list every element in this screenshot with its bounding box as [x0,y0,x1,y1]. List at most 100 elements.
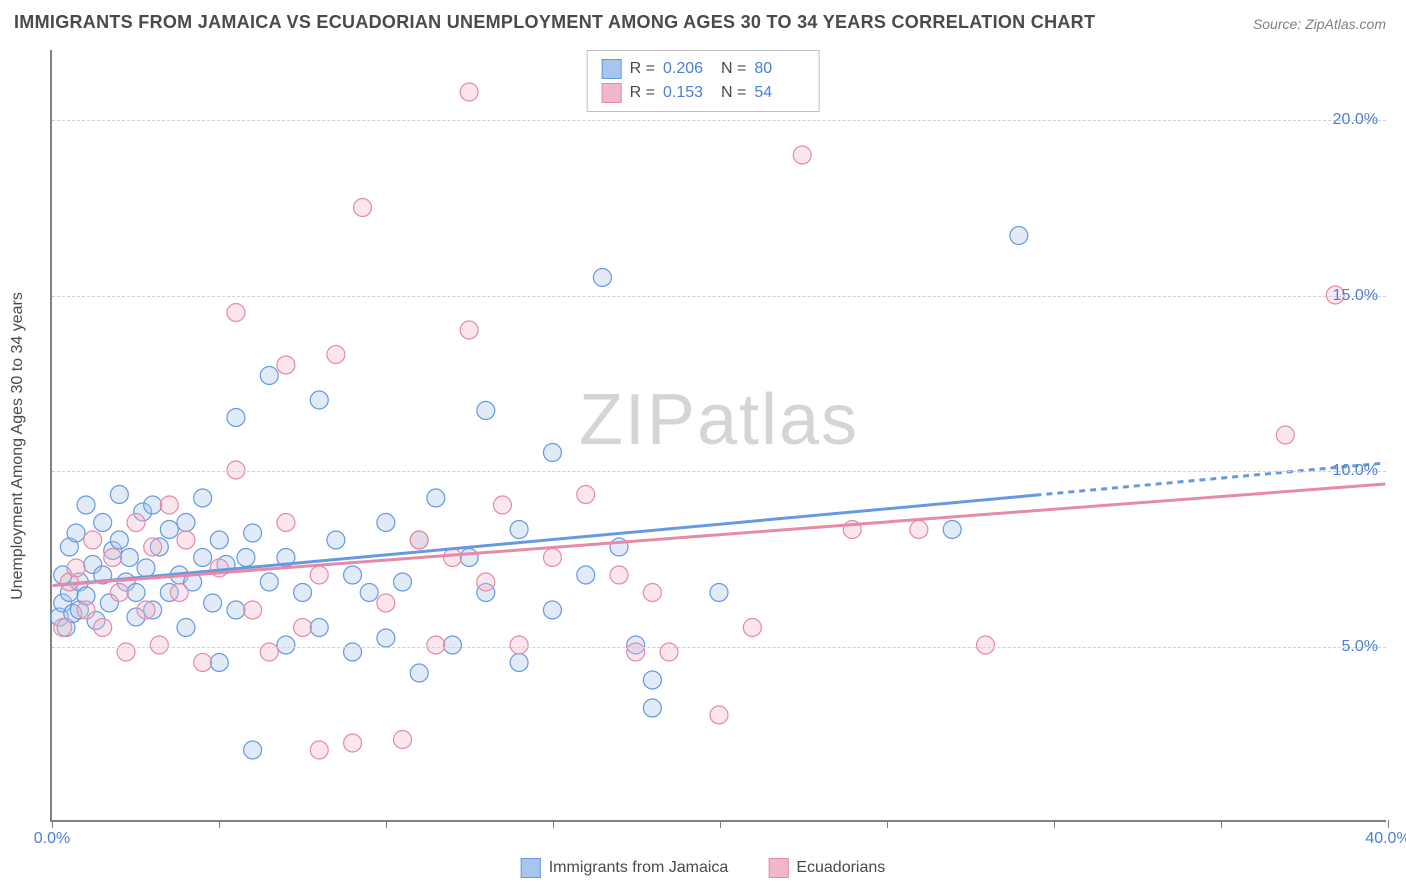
data-point [104,549,122,567]
data-point [910,521,928,539]
data-point [294,584,312,602]
data-point [377,514,395,532]
legend-row-series-1: R = 0.206 N = 80 [598,57,809,81]
data-point [427,489,445,507]
y-tick-label: 10.0% [1333,462,1378,480]
data-point [310,619,328,637]
data-point [294,619,312,637]
data-point [543,549,561,567]
data-point [793,146,811,164]
y-axis-label: Unemployment Among Ages 30 to 34 years [9,292,27,600]
x-tick-label: 0.0% [34,830,70,848]
legend-correlation: R = 0.206 N = 80 R = 0.153 N = 54 [587,50,820,112]
data-point [310,741,328,759]
data-point [227,601,245,619]
data-point [1276,426,1294,444]
data-point [477,402,495,420]
data-point [77,496,95,514]
data-point [477,573,495,591]
data-point [943,521,961,539]
plot-area: ZIPatlas 5.0%10.0%15.0%20.0%0.0%40.0% [50,50,1386,822]
data-point [410,531,428,549]
trend-line [53,495,1036,585]
data-point [244,601,262,619]
data-point [327,346,345,364]
data-point [577,486,595,504]
legend-item-1: Immigrants from Jamaica [521,858,729,878]
grid-line [52,647,1386,648]
y-tick-label: 5.0% [1342,638,1378,656]
data-point [194,549,212,567]
data-point [244,741,262,759]
data-point [160,496,178,514]
data-point [210,654,228,672]
data-point [577,566,595,584]
grid-line [52,120,1386,121]
data-point [710,706,728,724]
chart-title: IMMIGRANTS FROM JAMAICA VS ECUADORIAN UN… [14,12,1095,33]
data-point [120,549,138,567]
data-point [643,584,661,602]
data-point [444,636,462,654]
data-point [210,531,228,549]
data-point [394,573,412,591]
plot-svg [52,50,1386,820]
grid-line [52,296,1386,297]
x-tick-mark [1388,820,1389,828]
data-point [227,461,245,479]
data-point [327,531,345,549]
legend-item-2: Ecuadorians [768,858,885,878]
x-tick-mark [219,820,220,828]
data-point [510,521,528,539]
data-point [710,584,728,602]
data-point [94,619,112,637]
data-point [194,654,212,672]
x-tick-mark [720,820,721,828]
data-point [277,636,295,654]
legend-swatch-bottom-2 [768,858,788,878]
data-point [67,524,85,542]
data-point [743,619,761,637]
data-point [493,496,511,514]
data-point [444,549,462,567]
data-point [410,664,428,682]
data-point [260,367,278,385]
data-point [1010,227,1028,245]
data-point [244,524,262,542]
data-point [227,409,245,427]
data-point [204,594,222,612]
x-tick-mark [1221,820,1222,828]
x-tick-mark [887,820,888,828]
data-point [310,391,328,409]
legend-swatch-2 [602,83,622,103]
x-tick-label: 40.0% [1365,830,1406,848]
data-point [54,619,72,637]
data-point [543,601,561,619]
source-credit: Source: ZipAtlas.com [1253,16,1386,32]
data-point [593,269,611,287]
data-point [354,199,372,217]
y-tick-label: 15.0% [1333,287,1378,305]
data-point [977,636,995,654]
data-point [460,549,478,567]
data-point [360,584,378,602]
data-point [110,584,128,602]
x-tick-mark [1054,820,1055,828]
data-point [377,594,395,612]
legend-swatch-1 [602,59,622,79]
data-point [67,559,85,577]
data-point [127,584,145,602]
chart-container: IMMIGRANTS FROM JAMAICA VS ECUADORIAN UN… [0,0,1406,892]
data-point [643,699,661,717]
data-point [460,321,478,339]
x-tick-mark [553,820,554,828]
data-point [194,489,212,507]
data-point [510,636,528,654]
data-point [394,731,412,749]
data-point [94,514,112,532]
data-point [377,629,395,647]
data-point [310,566,328,584]
x-tick-mark [386,820,387,828]
data-point [110,531,128,549]
data-point [160,521,178,539]
